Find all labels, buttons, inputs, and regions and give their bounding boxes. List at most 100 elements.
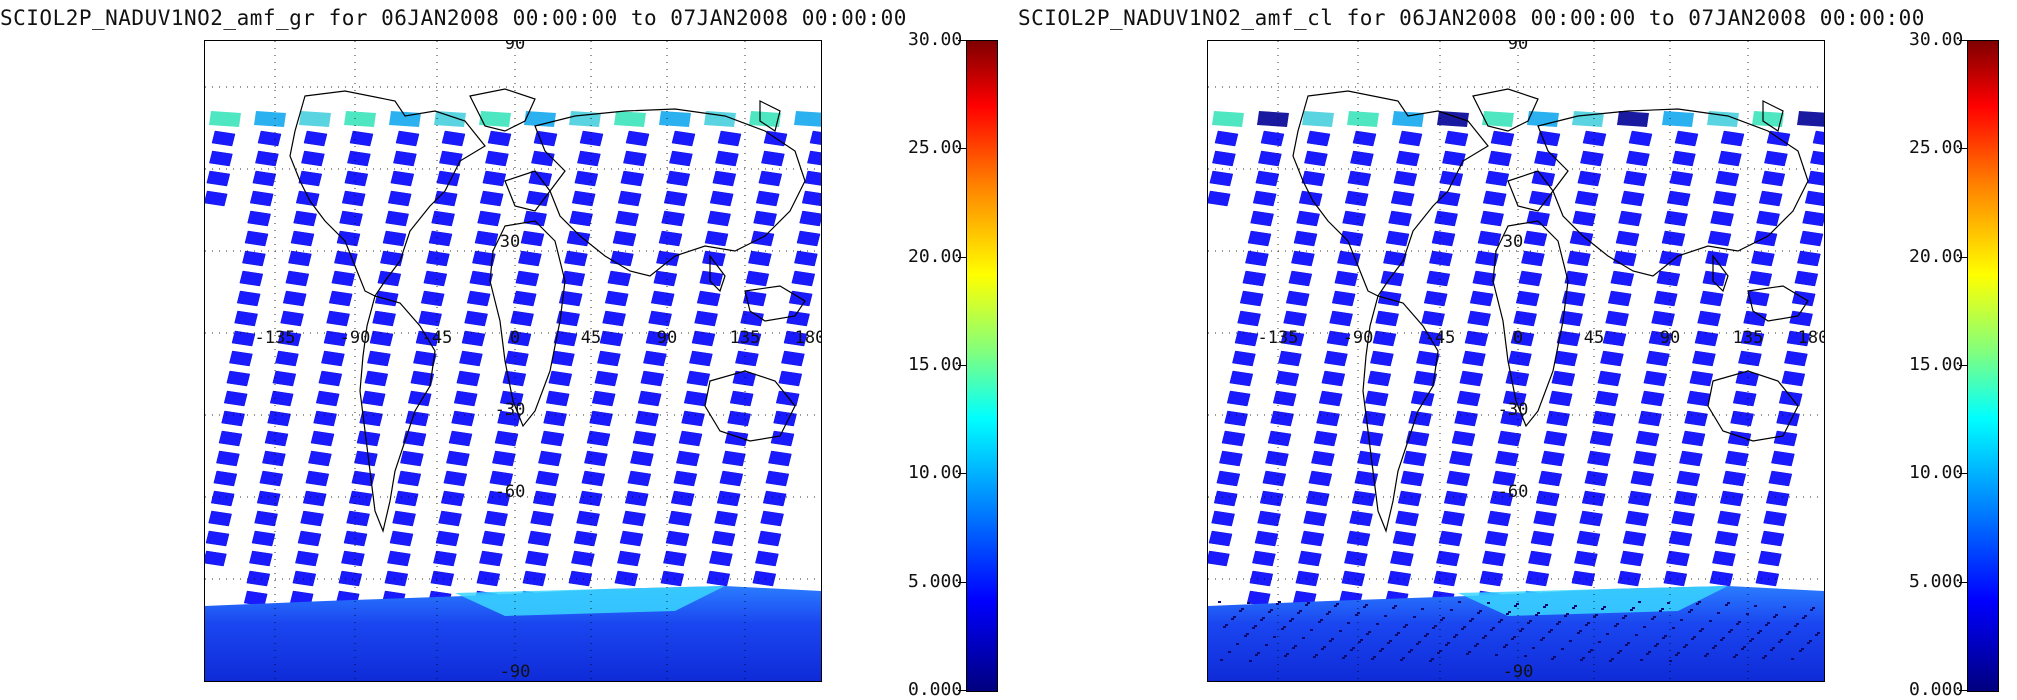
band-segment <box>1662 111 1694 127</box>
cloud-pixel <box>1426 633 1429 635</box>
swath-segment <box>251 530 276 547</box>
swath-segment <box>640 370 665 387</box>
swath-segment <box>778 370 803 387</box>
swath-segment <box>492 450 516 467</box>
swath-segment <box>1329 310 1353 327</box>
colorbar-tick-label: 25.00 <box>908 137 963 159</box>
cloud-pixel <box>1339 630 1342 632</box>
cloud-pixel <box>1347 622 1350 624</box>
swath-segment <box>1620 550 1644 567</box>
swath-segment <box>648 310 672 327</box>
swath-segment <box>267 410 291 427</box>
swath-segment <box>1543 430 1568 447</box>
swath-segment <box>1480 210 1504 227</box>
coastline <box>759 100 781 132</box>
swath-segment <box>1245 250 1269 267</box>
cloud-pixel <box>1630 609 1633 611</box>
swath-segment <box>1538 470 1563 487</box>
cloud-pixel <box>1556 623 1559 625</box>
swath-segment <box>1462 350 1486 367</box>
cloud-pixel <box>1519 630 1522 632</box>
swath-segment <box>742 290 767 307</box>
cloud-pixel <box>1643 626 1646 628</box>
swath-segment <box>619 530 644 547</box>
swath-segment <box>773 410 797 427</box>
swath-segment <box>1810 150 1824 166</box>
swath-segment <box>1377 290 1402 307</box>
cloud-pixel <box>1318 621 1321 623</box>
swath-segment <box>1219 450 1243 467</box>
swath-segment <box>574 170 599 187</box>
swath-segment <box>1781 370 1806 387</box>
swath-segment <box>1605 310 1629 327</box>
cloud-pixel <box>1537 612 1540 614</box>
swath-segment <box>1581 490 1606 507</box>
swath-segment <box>384 570 409 587</box>
swath-segment <box>1396 150 1420 167</box>
cloud-pixel <box>1717 612 1720 614</box>
swath-segment <box>1802 210 1824 227</box>
swath-segment <box>1280 330 1305 347</box>
swath-segment <box>295 190 320 207</box>
swath-segment <box>553 330 578 347</box>
swath-segment <box>1602 330 1627 347</box>
swath-segment <box>1497 430 1522 447</box>
swath-segment <box>1686 390 1711 407</box>
cloud-pixel <box>1802 617 1805 619</box>
cloud-pixel <box>1712 647 1715 649</box>
swath-segment <box>625 130 650 147</box>
swath-segment <box>430 570 455 587</box>
swath-segment <box>275 350 299 367</box>
cloud-pixel <box>1796 623 1799 625</box>
colorbar-tick-label: 30.00 <box>908 29 963 50</box>
swath-segment <box>597 350 621 367</box>
top-latitude-band <box>1212 111 1824 127</box>
cloud-pixel <box>1283 626 1286 628</box>
swath-segment <box>439 150 463 167</box>
swath-segment <box>1694 330 1719 347</box>
cloud-pixel <box>1527 622 1530 624</box>
coastline <box>1762 100 1784 132</box>
cloud-pixel <box>1545 604 1548 606</box>
swath-segment <box>472 250 496 267</box>
swath-segment <box>794 250 818 267</box>
cloud-pixel <box>1357 612 1360 614</box>
swath-segment <box>1349 510 1373 527</box>
swath-segment <box>402 430 427 447</box>
cloud-pixel <box>1550 629 1553 631</box>
swath-segment <box>1755 570 1780 587</box>
cloud-pixel <box>1791 658 1794 660</box>
swath-segment <box>637 390 662 407</box>
swath-segment <box>686 370 711 387</box>
map-label-bottom_lat: -90 <box>1503 662 1534 681</box>
swath-segment <box>1351 490 1376 507</box>
swath-segment <box>246 570 271 587</box>
cloud-pixel <box>1616 623 1619 625</box>
cloud-pixel <box>1342 657 1345 659</box>
cloud-pixel <box>1286 653 1289 655</box>
swath-segment <box>1485 170 1510 187</box>
cloud-pixel <box>1767 622 1770 624</box>
swath-segment <box>617 190 642 207</box>
cloud-pixel <box>1384 615 1387 617</box>
swath-segment <box>1668 530 1693 547</box>
swath-segment <box>1784 350 1808 367</box>
swath-segment <box>1500 410 1524 427</box>
swath-segment <box>1397 490 1422 507</box>
cloud-pixel <box>1765 624 1768 626</box>
swath-segment <box>464 310 488 327</box>
cloud-pixel <box>1749 640 1752 642</box>
swath-segment <box>1764 150 1788 167</box>
cloud-pixel <box>1759 630 1762 632</box>
colorbar-tick-label: 5.000 <box>908 570 963 592</box>
swath-segment <box>1705 250 1729 267</box>
swath-segment <box>482 170 507 187</box>
swath-segment <box>607 270 632 287</box>
antarctic-highlight <box>455 586 725 616</box>
swath-segment <box>1548 390 1573 407</box>
cloud-pixel <box>1255 654 1258 656</box>
band-segment <box>1257 111 1289 127</box>
swath-segment <box>1528 190 1553 207</box>
swath-segment <box>1393 170 1418 187</box>
swath-segment <box>1748 270 1773 287</box>
